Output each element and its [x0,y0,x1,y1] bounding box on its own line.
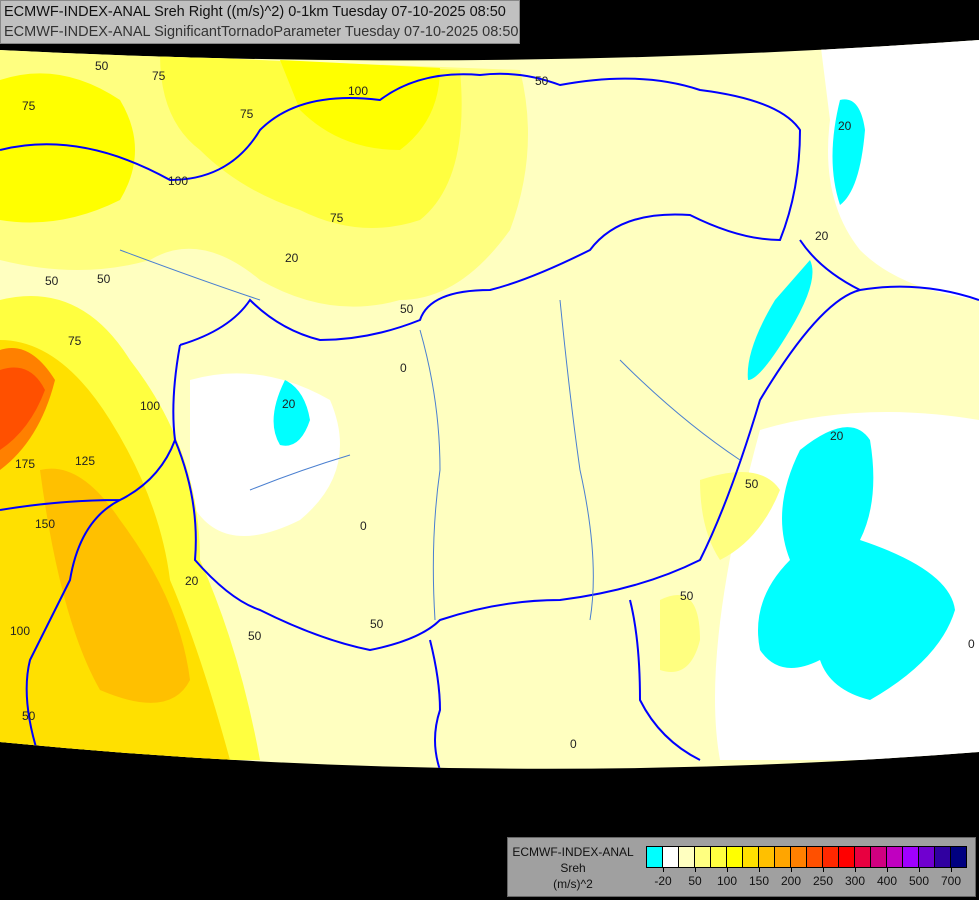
field-100-nw [0,73,135,223]
field-100-north [280,60,440,150]
contour-label: 20 [285,251,299,265]
legend-tick-mark [663,868,664,872]
legend-tick-mark [791,868,792,872]
legend-model: ECMWF-INDEX-ANAL [512,845,634,859]
contour-label: 50 [22,709,36,723]
contour-label: 0 [360,519,367,533]
color-legend: ECMWF-INDEX-ANAL Sreh (m/s)^2 -20 50 100 15… [507,837,976,897]
legend-swatch [663,847,679,867]
legend-swatch [871,847,887,867]
legend-tick-label: 400 [876,874,898,888]
legend-tick-mark [887,868,888,872]
legend-title: ECMWF-INDEX-ANAL Sreh (m/s)^2 [508,844,638,892]
legend-swatch [759,847,775,867]
legend-tick-mark [951,868,952,872]
contour-label: 0 [570,737,577,751]
legend-tick-label: 50 [688,874,702,888]
title-stp: ECMWF-INDEX-ANAL SignificantTornadoParam… [4,24,519,40]
contour-label: 0 [400,361,407,375]
field-negative-e [747,260,813,380]
contour-label: 100 [168,174,188,188]
contour-label: 20 [838,119,852,133]
legend-tick-label: 700 [940,874,962,888]
legend-swatch [775,847,791,867]
contour-label: 150 [35,517,55,531]
contour-label: 100 [348,84,368,98]
contour-label: 50 [680,589,694,603]
country-borders [0,72,979,769]
legend-swatch [919,847,935,867]
legend-tick-label: 250 [812,874,834,888]
legend-swatch [807,847,823,867]
legend-swatch [743,847,759,867]
contour-label: 50 [248,629,262,643]
legend-swatch [839,847,855,867]
contour-label: 50 [745,477,759,491]
field-low-ne [820,40,979,300]
field-negative-lake [273,380,310,446]
title-panel: ECMWF-INDEX-ANAL Sreh Right ((m/s)^2) 0-… [0,0,520,44]
contour-label: 50 [535,74,549,88]
contour-label: 100 [10,624,30,638]
legend-colorbar [646,846,967,868]
field-negative-ne [832,99,865,205]
legend-swatch [887,847,903,867]
field-50-east [700,472,780,560]
contour-label: 20 [815,229,829,243]
contour-label: 50 [97,272,111,286]
contour-label: 20 [282,397,296,411]
contour-label: 50 [400,302,414,316]
legend-swatch [711,847,727,867]
legend-tick-mark [823,868,824,872]
contour-label: 50 [370,617,384,631]
contour-label: 0 [968,637,975,651]
field-150-west [40,468,190,703]
legend-swatch [679,847,695,867]
contour-label: 75 [240,107,254,121]
field-50-se [660,595,700,672]
legend-tick-label: -20 [654,874,672,888]
legend-tick-label: 100 [716,874,738,888]
legend-swatch [727,847,743,867]
contour-label: 175 [15,457,35,471]
legend-tick-mark [855,868,856,872]
legend-swatch [823,847,839,867]
contour-label: 75 [68,334,82,348]
legend-swatch [791,847,807,867]
legend-tick-mark [759,868,760,872]
legend-tick-label: 500 [908,874,930,888]
contour-label: 75 [152,69,166,83]
legend-tick-label: 150 [748,874,770,888]
legend-swatch [855,847,871,867]
contour-label: 50 [45,274,59,288]
legend-tick-label: 200 [780,874,802,888]
legend-swatch [903,847,919,867]
contour-label: 75 [22,99,36,113]
legend-tick-mark [919,868,920,872]
contour-label: 125 [75,454,95,468]
legend-swatch [951,847,966,867]
contour-label: 50 [95,59,109,73]
legend-tick-mark [695,868,696,872]
title-sreh: ECMWF-INDEX-ANAL Sreh Right ((m/s)^2) 0-… [4,4,506,20]
contour-label: 75 [330,211,344,225]
legend-swatch [935,847,951,867]
legend-tick-label: 300 [844,874,866,888]
legend-swatch [695,847,711,867]
field-250-west [0,367,45,450]
field-negative-se [758,427,955,700]
legend-tick-mark [727,868,728,872]
contour-label: 20 [185,574,199,588]
contour-label: 100 [140,399,160,413]
contour-label: 20 [830,429,844,443]
legend-swatch [647,847,663,867]
legend-field: Sreh [560,861,586,875]
rivers [119,249,741,621]
legend-unit: (m/s)^2 [553,877,593,891]
